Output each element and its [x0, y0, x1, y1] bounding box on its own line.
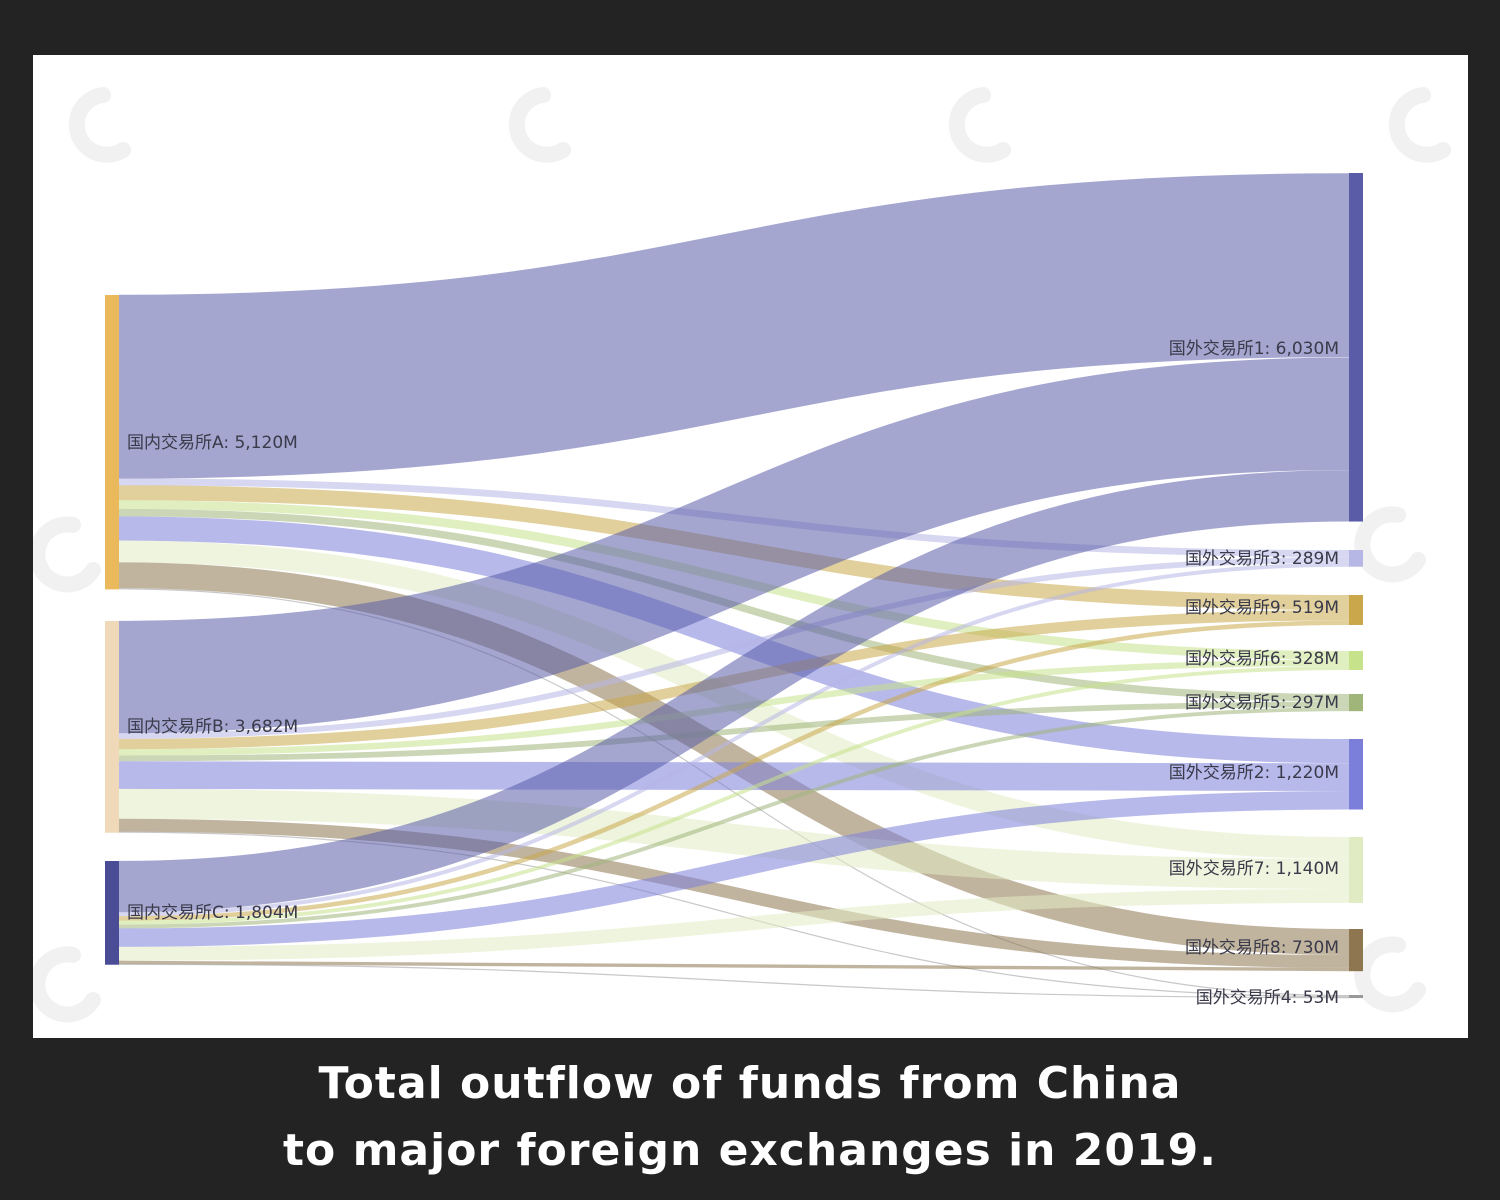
flow-link: [118, 470, 1350, 913]
flow-link: [118, 562, 1350, 955]
flow-link: [118, 761, 1350, 791]
flow-link: [118, 707, 1350, 929]
node-labels: 国内交易所A: 5,120M 国内交易所B: 3,682M 国内交易所C: 1,80…: [127, 339, 1339, 1008]
flow-link: [118, 357, 1350, 734]
target-node-label: 国外交易所6: 328M: [1185, 649, 1339, 669]
source-node-bar: [105, 295, 119, 590]
flow-link: [118, 620, 1350, 921]
flow-link: [118, 701, 1350, 762]
chart-panel: 国内交易所A: 5,120M 国内交易所B: 3,682M 国内交易所C: 1,80…: [33, 55, 1468, 1038]
target-node-bar: [1349, 595, 1363, 625]
watermark-logo: [68, 87, 131, 163]
flow-link: [118, 556, 1350, 739]
watermark-logo: [1354, 506, 1426, 583]
flow-link: [118, 516, 1350, 764]
target-node-label: 国外交易所8: 730M: [1185, 938, 1339, 958]
target-node-bar: [1349, 995, 1363, 999]
watermark-logo: [1388, 87, 1451, 163]
target-node-bar: [1349, 694, 1363, 712]
flow-link: [118, 666, 1350, 925]
target-node-label: 国外交易所3: 289M: [1185, 549, 1339, 569]
target-node-label: 国外交易所5: 297M: [1185, 693, 1339, 713]
target-node-bar: [1349, 651, 1363, 670]
target-node-label: 国外交易所1: 6,030M: [1169, 339, 1339, 359]
target-node-label: 国外交易所9: 519M: [1185, 598, 1339, 618]
source-node-label: 国内交易所B: 3,682M: [127, 717, 298, 737]
target-node-bar: [1349, 837, 1363, 903]
target-node-bar: [1349, 739, 1363, 810]
source-node-label: 国内交易所C: 1,804M: [127, 903, 298, 923]
caption-line-1: Total outflow of funds from China: [318, 1058, 1182, 1109]
flow-link: [118, 788, 1350, 889]
flow-link: [118, 963, 1350, 999]
watermark-logo: [1354, 936, 1426, 1013]
source-node-bar: [105, 621, 119, 833]
target-node-label: 国外交易所7: 1,140M: [1169, 859, 1339, 879]
exchange-nodes: [105, 173, 1363, 999]
flow-link: [118, 818, 1350, 968]
watermark-logo: [508, 87, 571, 163]
watermark-logo: [33, 946, 101, 1023]
watermark-logo: [33, 516, 101, 593]
target-node-bar: [1349, 173, 1363, 522]
caption-line-2: to major foreign exchanges in 2019.: [283, 1125, 1217, 1176]
flow-links: [118, 173, 1350, 999]
sankey-chart: 国内交易所A: 5,120M 国内交易所B: 3,682M 国内交易所C: 1,80…: [33, 87, 1451, 1023]
target-node-label: 国外交易所2: 1,220M: [1169, 763, 1339, 783]
flow-link: [118, 562, 1350, 917]
flow-link: [118, 173, 1350, 479]
watermark-layer: [33, 87, 1451, 1023]
flow-link: [118, 889, 1350, 961]
flow-link: [118, 960, 1350, 972]
target-node-bar: [1349, 550, 1363, 567]
target-node-bar: [1349, 929, 1363, 972]
source-node-bar: [105, 861, 119, 965]
flow-link: [118, 791, 1350, 947]
target-node-label: 国外交易所4: 53M: [1196, 988, 1339, 1008]
watermark-logo: [948, 87, 1011, 163]
source-node-label: 国内交易所A: 5,120M: [127, 433, 298, 453]
